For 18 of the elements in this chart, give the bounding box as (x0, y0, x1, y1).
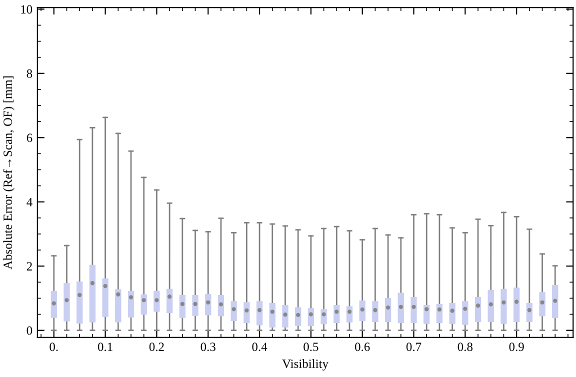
x-tick-label: 0.9 (509, 342, 524, 352)
x-tick-label: 0.2 (149, 342, 164, 352)
x-tick-label: 0.1 (98, 342, 112, 352)
x-tick-label: 0.8 (458, 342, 472, 352)
x-axis-title: Visibility (282, 359, 328, 371)
y-axis-title: Absolute Error (Ref→Scan, OF) [mm] (3, 76, 15, 270)
y-tick-label: 8 (26, 69, 32, 78)
x-tick-label: 0.3 (200, 342, 216, 352)
x-tick-label: 0.4 (252, 342, 268, 352)
y-tick-label: 4 (26, 198, 32, 206)
x-tick-label: 0.6 (355, 342, 370, 352)
y-tick-label: 10 (21, 5, 32, 14)
x-tick-label: 0.5 (304, 342, 318, 352)
x-tick-label: 0.7 (406, 342, 422, 352)
y-tick-label: 0 (26, 326, 32, 335)
x-tick-label: 0. (50, 342, 58, 352)
y-tick-label: 6 (26, 134, 32, 142)
y-tick-label: 2 (26, 262, 32, 270)
